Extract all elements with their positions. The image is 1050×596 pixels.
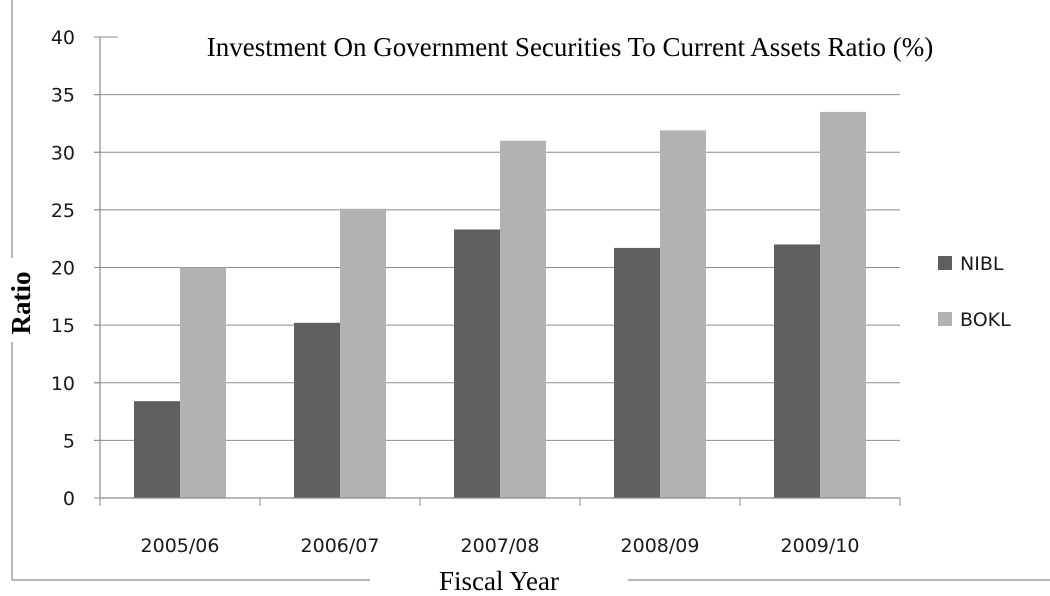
bar-bokl-2006-07 (340, 208, 386, 498)
y-axis-ticks: 0 5 10 15 20 25 30 35 40 (51, 27, 100, 510)
bar-bokl-2008-09 (660, 130, 706, 499)
chart-frame (11, 0, 1050, 581)
x-tick-label: 2005/06 (141, 535, 220, 557)
y-tick-label: 25 (51, 200, 75, 222)
y-tick-label: 10 (51, 373, 75, 395)
x-tick-label: 2008/09 (621, 535, 700, 557)
x-tick-label: 2006/07 (301, 535, 380, 557)
title-background (118, 26, 1012, 70)
x-axis-label: Fiscal Year (439, 566, 559, 596)
bar-nibl-2006-07 (294, 322, 340, 498)
legend-swatch-nibl (938, 256, 952, 270)
bar-nibl-2009-10 (774, 244, 820, 498)
y-tick-label: 20 (51, 258, 75, 280)
bar-nibl-2007-08 (454, 229, 500, 498)
y-tick-label: 35 (51, 85, 75, 107)
bar-bokl-2009-10 (820, 111, 866, 498)
legend-swatch-bokl (938, 312, 952, 326)
x-tick-label: 2007/08 (461, 535, 540, 557)
bar-bokl-2007-08 (500, 140, 546, 498)
x-tick-label: 2009/10 (781, 535, 860, 557)
legend: NIBL BOKL (938, 253, 1011, 331)
y-tick-label: 30 (51, 142, 75, 164)
x-axis-ticks: 2005/06 2006/07 2007/08 2008/09 2009/10 (99, 498, 901, 557)
bar-bokl-2005-06 (180, 267, 226, 498)
legend-label-nibl: NIBL (960, 253, 1004, 275)
y-tick-label: 0 (63, 488, 75, 510)
bar-nibl-2008-09 (614, 247, 660, 498)
y-tick-label: 15 (51, 315, 75, 337)
bar-nibl-2005-06 (134, 401, 180, 498)
legend-label-bokl: BOKL (960, 309, 1011, 331)
y-tick-label: 40 (51, 27, 75, 49)
y-tick-label: 5 (63, 430, 75, 452)
chart-title: Investment On Government Securities To C… (207, 32, 933, 62)
bars (134, 111, 866, 499)
y-axis-label: Ratio (6, 272, 36, 335)
